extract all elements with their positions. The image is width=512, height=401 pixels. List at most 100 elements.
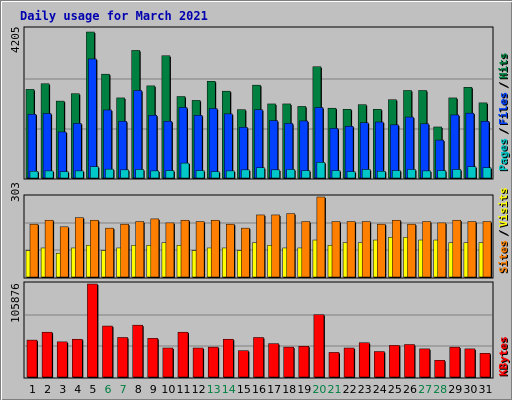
files-bar-22 bbox=[344, 126, 354, 179]
files-bar-24 bbox=[375, 121, 384, 179]
sites-bar-7 bbox=[120, 223, 129, 278]
files-bar-9 bbox=[148, 115, 158, 179]
legend-visits-item-2: Visits bbox=[497, 187, 510, 227]
x-label-7: 7 bbox=[120, 383, 127, 396]
kbytes-bar-18 bbox=[283, 346, 294, 378]
pages-bar-28 bbox=[437, 170, 446, 179]
files-bar-17 bbox=[269, 120, 278, 179]
files-bar-14 bbox=[224, 113, 233, 179]
x-label-4: 4 bbox=[74, 383, 81, 396]
files-bar-29 bbox=[450, 114, 460, 179]
sites-bar-17 bbox=[271, 214, 280, 278]
legend-hits-item-1: / bbox=[497, 127, 510, 134]
pages-bar-21 bbox=[331, 170, 341, 179]
legend-hits-item-4: Hits bbox=[497, 53, 510, 80]
sites-bar-27 bbox=[422, 221, 431, 278]
sites-bar-23 bbox=[361, 221, 371, 278]
x-label-18: 18 bbox=[282, 383, 296, 396]
pages-bar-1 bbox=[29, 171, 39, 179]
sites-bar-26 bbox=[407, 223, 416, 278]
kbytes-bar-21 bbox=[328, 352, 340, 378]
legend-visits-item-1: / bbox=[497, 229, 510, 236]
pages-bar-23 bbox=[361, 169, 371, 179]
sites-bar-28 bbox=[437, 222, 446, 278]
kbytes-bar-22 bbox=[343, 347, 355, 378]
kbytes-bar-27 bbox=[419, 348, 430, 378]
pages-bar-18 bbox=[286, 169, 295, 179]
panel-hits-ymax-label: 4205 bbox=[9, 27, 22, 54]
files-bar-7 bbox=[118, 121, 127, 179]
x-label-24: 24 bbox=[373, 383, 387, 396]
pages-bar-5 bbox=[90, 166, 99, 179]
sites-bar-9 bbox=[150, 218, 160, 278]
pages-bar-19 bbox=[301, 170, 311, 179]
legend-hits-item-3: / bbox=[497, 81, 510, 88]
x-label-31: 31 bbox=[479, 383, 493, 396]
x-label-6: 6 bbox=[105, 383, 112, 396]
sites-bar-1 bbox=[29, 223, 39, 278]
files-bar-6 bbox=[103, 109, 112, 179]
pages-bar-25 bbox=[392, 170, 401, 179]
kbytes-bar-24 bbox=[374, 351, 385, 378]
files-bar-3 bbox=[57, 131, 67, 179]
x-label-20: 20 bbox=[312, 383, 326, 396]
kbytes-bar-26 bbox=[404, 344, 415, 378]
chart-legends: PagesPages//FilesFiles//HitsHitsSitesSit… bbox=[497, 53, 511, 378]
pages-bar-24 bbox=[377, 171, 386, 179]
kbytes-bar-14 bbox=[223, 338, 234, 378]
legend-visits-shadow-1: / bbox=[498, 230, 511, 237]
kbytes-bar-2 bbox=[41, 331, 53, 378]
legend-visits-shadow-0: Sites bbox=[498, 241, 511, 274]
x-label-8: 8 bbox=[135, 383, 142, 396]
x-label-19: 19 bbox=[297, 383, 311, 396]
x-label-14: 14 bbox=[222, 383, 236, 396]
pages-bar-15 bbox=[241, 169, 250, 179]
x-label-16: 16 bbox=[252, 383, 266, 396]
kbytes-bar-20 bbox=[313, 314, 325, 378]
kbytes-bar-15 bbox=[238, 350, 249, 378]
kbytes-bar-3 bbox=[56, 341, 68, 378]
sites-bar-5 bbox=[90, 219, 99, 278]
pages-bar-7 bbox=[120, 169, 129, 179]
x-label-3: 3 bbox=[59, 383, 66, 396]
sites-bar-19 bbox=[301, 221, 311, 278]
kbytes-bar-11 bbox=[177, 331, 189, 378]
sites-bar-13 bbox=[210, 219, 220, 278]
pages-bar-26 bbox=[407, 169, 416, 179]
panel-kbytes-ymax-label: 105876 bbox=[9, 283, 22, 323]
kbytes-bar-16 bbox=[253, 337, 264, 378]
pages-bar-9 bbox=[150, 170, 160, 179]
x-label-15: 15 bbox=[237, 383, 251, 396]
kbytes-bar-12 bbox=[192, 347, 204, 378]
legend-hits-shadow-2: Files bbox=[498, 93, 511, 126]
kbytes-bar-29 bbox=[449, 346, 461, 378]
pages-bar-10 bbox=[165, 170, 175, 179]
legend-hits-shadow-1: / bbox=[498, 128, 511, 135]
x-label-5: 5 bbox=[89, 383, 96, 396]
files-bar-12 bbox=[193, 115, 203, 179]
kbytes-bar-17 bbox=[268, 343, 279, 378]
pages-bar-16 bbox=[256, 167, 265, 179]
pages-bar-8 bbox=[135, 169, 144, 179]
x-label-22: 22 bbox=[343, 383, 357, 396]
pages-bar-31 bbox=[482, 167, 492, 179]
files-bar-5 bbox=[88, 58, 97, 179]
files-bar-25 bbox=[390, 124, 399, 179]
x-label-26: 26 bbox=[403, 383, 417, 396]
legend-hits-shadow-3: / bbox=[498, 82, 511, 89]
pages-bar-30 bbox=[467, 166, 477, 179]
kbytes-bar-23 bbox=[358, 342, 370, 378]
sites-bar-4 bbox=[75, 217, 84, 278]
legend-hits-shadow-4: Hits bbox=[498, 54, 511, 81]
x-label-1: 1 bbox=[29, 383, 36, 396]
x-label-11: 11 bbox=[177, 383, 191, 396]
sites-bar-15 bbox=[241, 227, 250, 278]
x-label-13: 13 bbox=[207, 383, 221, 396]
sites-bar-18 bbox=[286, 213, 295, 278]
legend-hits-item-0: Pages bbox=[497, 138, 510, 171]
chart-title: Daily usage for March 2021 bbox=[20, 9, 208, 23]
kbytes-bar-31 bbox=[479, 353, 491, 378]
chart-bars bbox=[25, 31, 492, 378]
